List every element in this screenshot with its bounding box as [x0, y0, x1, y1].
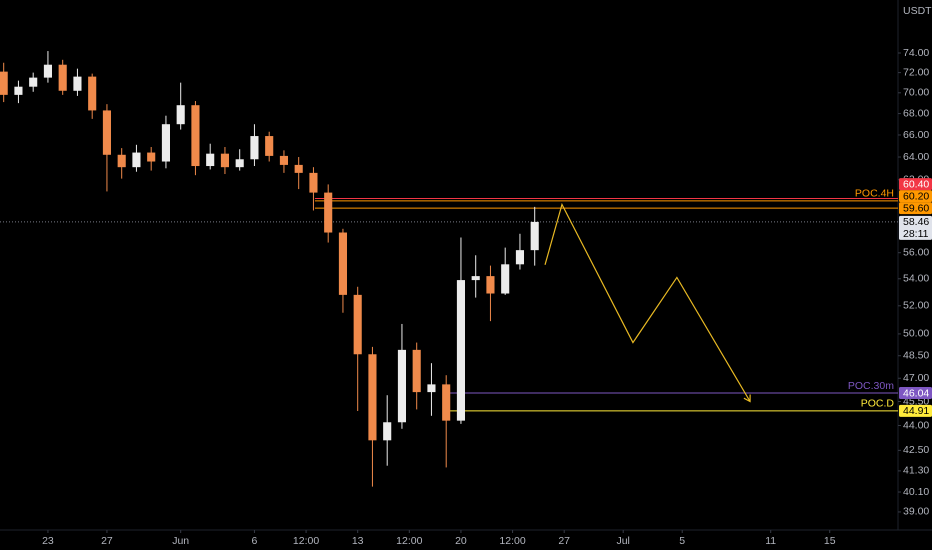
- candle-body: [117, 154, 126, 168]
- price-box: [899, 215, 932, 240]
- y-tick-label: 68.00: [903, 107, 929, 119]
- candle-body: [132, 152, 141, 168]
- candle-body: [294, 164, 303, 173]
- price-box-label: 60.40: [903, 178, 929, 190]
- price-box-label: 58.46: [903, 216, 929, 228]
- y-tick-label: 74.00: [903, 47, 929, 59]
- y-tick-label: 70.00: [903, 87, 929, 99]
- candle-body: [176, 105, 185, 125]
- x-tick-label: 12:00: [293, 535, 319, 547]
- x-tick-label: Jul: [616, 535, 629, 547]
- candle-body: [161, 124, 170, 162]
- price-box: [899, 202, 932, 215]
- candle-body: [43, 64, 52, 78]
- candle-body: [515, 250, 525, 265]
- x-tick-label: Jun: [172, 535, 189, 547]
- candle-body: [383, 422, 392, 441]
- candle-body: [324, 192, 333, 233]
- candle-body: [102, 110, 111, 155]
- candle-body: [397, 349, 407, 423]
- projection-path: [544, 202, 751, 402]
- level-name: POC.4H: [855, 188, 894, 200]
- price-box: [899, 178, 932, 191]
- currency-label: USDT: [903, 5, 932, 17]
- candle-body: [368, 354, 377, 441]
- x-tick-label: 27: [101, 535, 113, 547]
- x-tick-label: 15: [824, 535, 836, 547]
- price-box-label: 60.20: [903, 190, 929, 202]
- candle-body: [279, 155, 289, 165]
- y-tick-label: 54.00: [903, 273, 929, 285]
- candle-body: [486, 276, 495, 294]
- candle-body: [265, 136, 274, 156]
- x-tick-label: 12:00: [396, 535, 422, 547]
- candle-body: [147, 152, 156, 162]
- candle-body: [191, 105, 200, 167]
- price-box-label: 46.04: [903, 387, 929, 399]
- candle-body: [501, 264, 510, 294]
- y-tick-label: 44.00: [903, 419, 929, 431]
- price-box-label: 59.60: [903, 202, 929, 214]
- candle-body: [353, 294, 362, 355]
- candle-body: [309, 172, 318, 193]
- projection-arrowhead: [743, 394, 751, 403]
- candle-body: [58, 64, 67, 91]
- candle-body: [412, 349, 421, 393]
- candle-body: [88, 76, 97, 111]
- candle-body: [530, 221, 539, 251]
- candle-body: [220, 153, 229, 168]
- x-tick-label: 12:00: [499, 535, 525, 547]
- x-tick-label: 23: [42, 535, 54, 547]
- y-tick-label: 50.00: [903, 328, 929, 340]
- level-name: POC.30m: [848, 380, 894, 392]
- candle-body: [29, 77, 38, 87]
- y-tick-label: 64.00: [903, 151, 929, 163]
- price-box: [899, 387, 932, 400]
- y-tick-label: 48.50: [903, 350, 929, 362]
- x-tick-label: 11: [765, 535, 776, 547]
- candle-body: [442, 384, 451, 421]
- countdown-label: 28:11: [903, 228, 929, 240]
- y-tick-label: 52.00: [903, 300, 929, 312]
- x-tick-label: 27: [558, 535, 570, 547]
- y-tick-label: 47.00: [903, 372, 929, 384]
- x-tick-label: 13: [352, 535, 364, 547]
- x-tick-label: 20: [455, 535, 467, 547]
- candle-body: [73, 76, 82, 91]
- candle-body: [338, 232, 348, 295]
- candle-body: [0, 71, 8, 95]
- x-tick-label: 5: [679, 535, 685, 547]
- y-tick-label: 66.00: [903, 129, 929, 141]
- price-box: [899, 190, 932, 203]
- candle-body: [427, 384, 436, 393]
- level-name: POC.D: [861, 398, 895, 410]
- x-tick-label: 6: [252, 535, 258, 547]
- candle-body: [235, 159, 244, 168]
- price-box: [899, 404, 932, 417]
- y-tick-label: 39.00: [903, 506, 929, 518]
- candle-body: [14, 86, 23, 95]
- candle-body: [456, 280, 466, 421]
- price-box-label: 44.91: [903, 405, 929, 417]
- candle-body: [471, 276, 480, 281]
- y-tick-label: 41.30: [903, 465, 929, 477]
- y-tick-label: 72.00: [903, 66, 929, 78]
- candle-body: [206, 153, 215, 167]
- y-tick-label: 56.00: [903, 246, 929, 258]
- y-tick-label: 42.50: [903, 444, 929, 456]
- y-tick-label: 40.10: [903, 486, 929, 498]
- candle-body: [250, 136, 259, 160]
